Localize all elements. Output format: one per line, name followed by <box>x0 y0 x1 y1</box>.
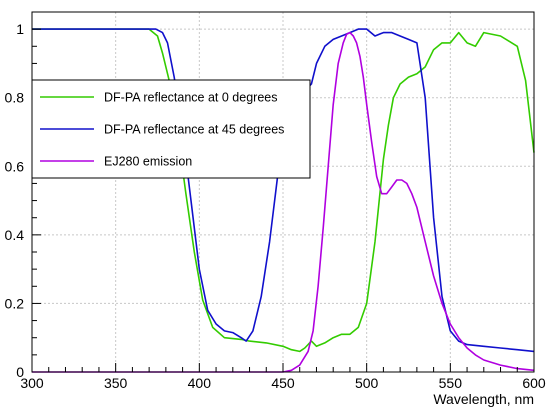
series-lines <box>32 28 535 373</box>
legend: DF-PA reflectance at 0 degrees DF-PA refl… <box>31 79 311 179</box>
y-tick-label: 1 <box>16 21 24 37</box>
y-tick-labels: 0 0.2 0.4 0.6 0.8 1 <box>5 21 25 380</box>
grid <box>32 12 534 372</box>
y-tick-label: 0.8 <box>5 90 25 106</box>
legend-entry-label: DF-PA reflectance at 0 degrees <box>104 91 277 105</box>
y-tick-label: 0 <box>16 364 24 380</box>
x-tick-labels: 300 350 400 450 500 550 600 <box>20 375 546 391</box>
series-line-2 <box>32 28 535 353</box>
x-axis-label: Wavelength, nm <box>433 391 534 407</box>
x-tick-label: 500 <box>355 375 379 391</box>
x-tick-label: 350 <box>104 375 128 391</box>
legend-entry-label: DF-PA reflectance at 45 degrees <box>104 123 284 137</box>
x-tick-label: 550 <box>439 375 463 391</box>
x-tick-label: 450 <box>271 375 295 391</box>
y-tick-label: 0.4 <box>5 227 25 243</box>
x-tick-label: 300 <box>20 375 44 391</box>
y-tick-label: 0.6 <box>5 158 25 174</box>
series-line-1 <box>32 28 535 353</box>
y-tick-label: 0.2 <box>5 295 25 311</box>
x-tick-label: 600 <box>522 375 546 391</box>
series-line-3 <box>32 31 535 373</box>
x-tick-label: 400 <box>188 375 212 391</box>
legend-entry-label: EJ280 emission <box>104 155 192 169</box>
